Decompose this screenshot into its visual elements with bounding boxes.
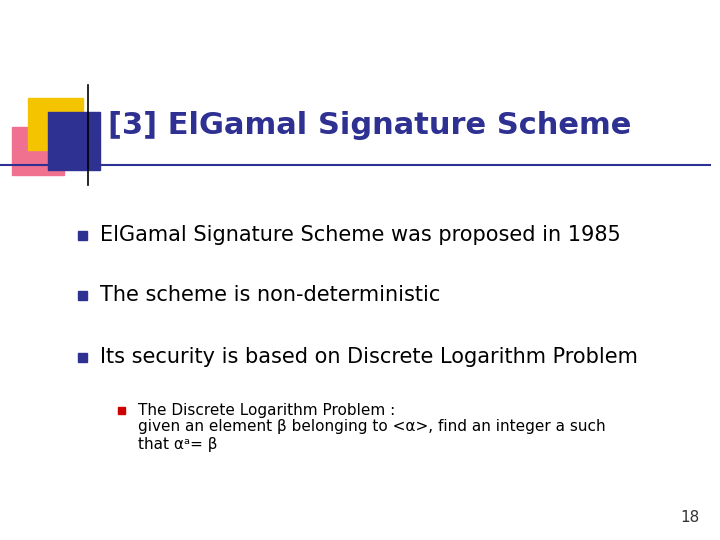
Bar: [78, 231, 87, 240]
Bar: [28, 98, 83, 150]
Text: given an element β belonging to <α>, find an integer a such: given an element β belonging to <α>, fin…: [138, 420, 606, 435]
Text: The scheme is non-deterministic: The scheme is non-deterministic: [100, 285, 441, 305]
Text: that αᵃ= β: that αᵃ= β: [138, 436, 217, 451]
Text: The Discrete Logarithm Problem :: The Discrete Logarithm Problem :: [138, 402, 395, 417]
Text: 18: 18: [680, 510, 700, 525]
Text: [3] ElGamal Signature Scheme: [3] ElGamal Signature Scheme: [108, 111, 631, 139]
Text: ElGamal Signature Scheme was proposed in 1985: ElGamal Signature Scheme was proposed in…: [100, 225, 621, 245]
Bar: [78, 291, 87, 300]
Bar: [48, 112, 100, 170]
Bar: [12, 127, 64, 175]
Text: Its security is based on Discrete Logarithm Problem: Its security is based on Discrete Logari…: [100, 347, 638, 367]
Bar: [78, 353, 87, 361]
Bar: [118, 407, 125, 414]
